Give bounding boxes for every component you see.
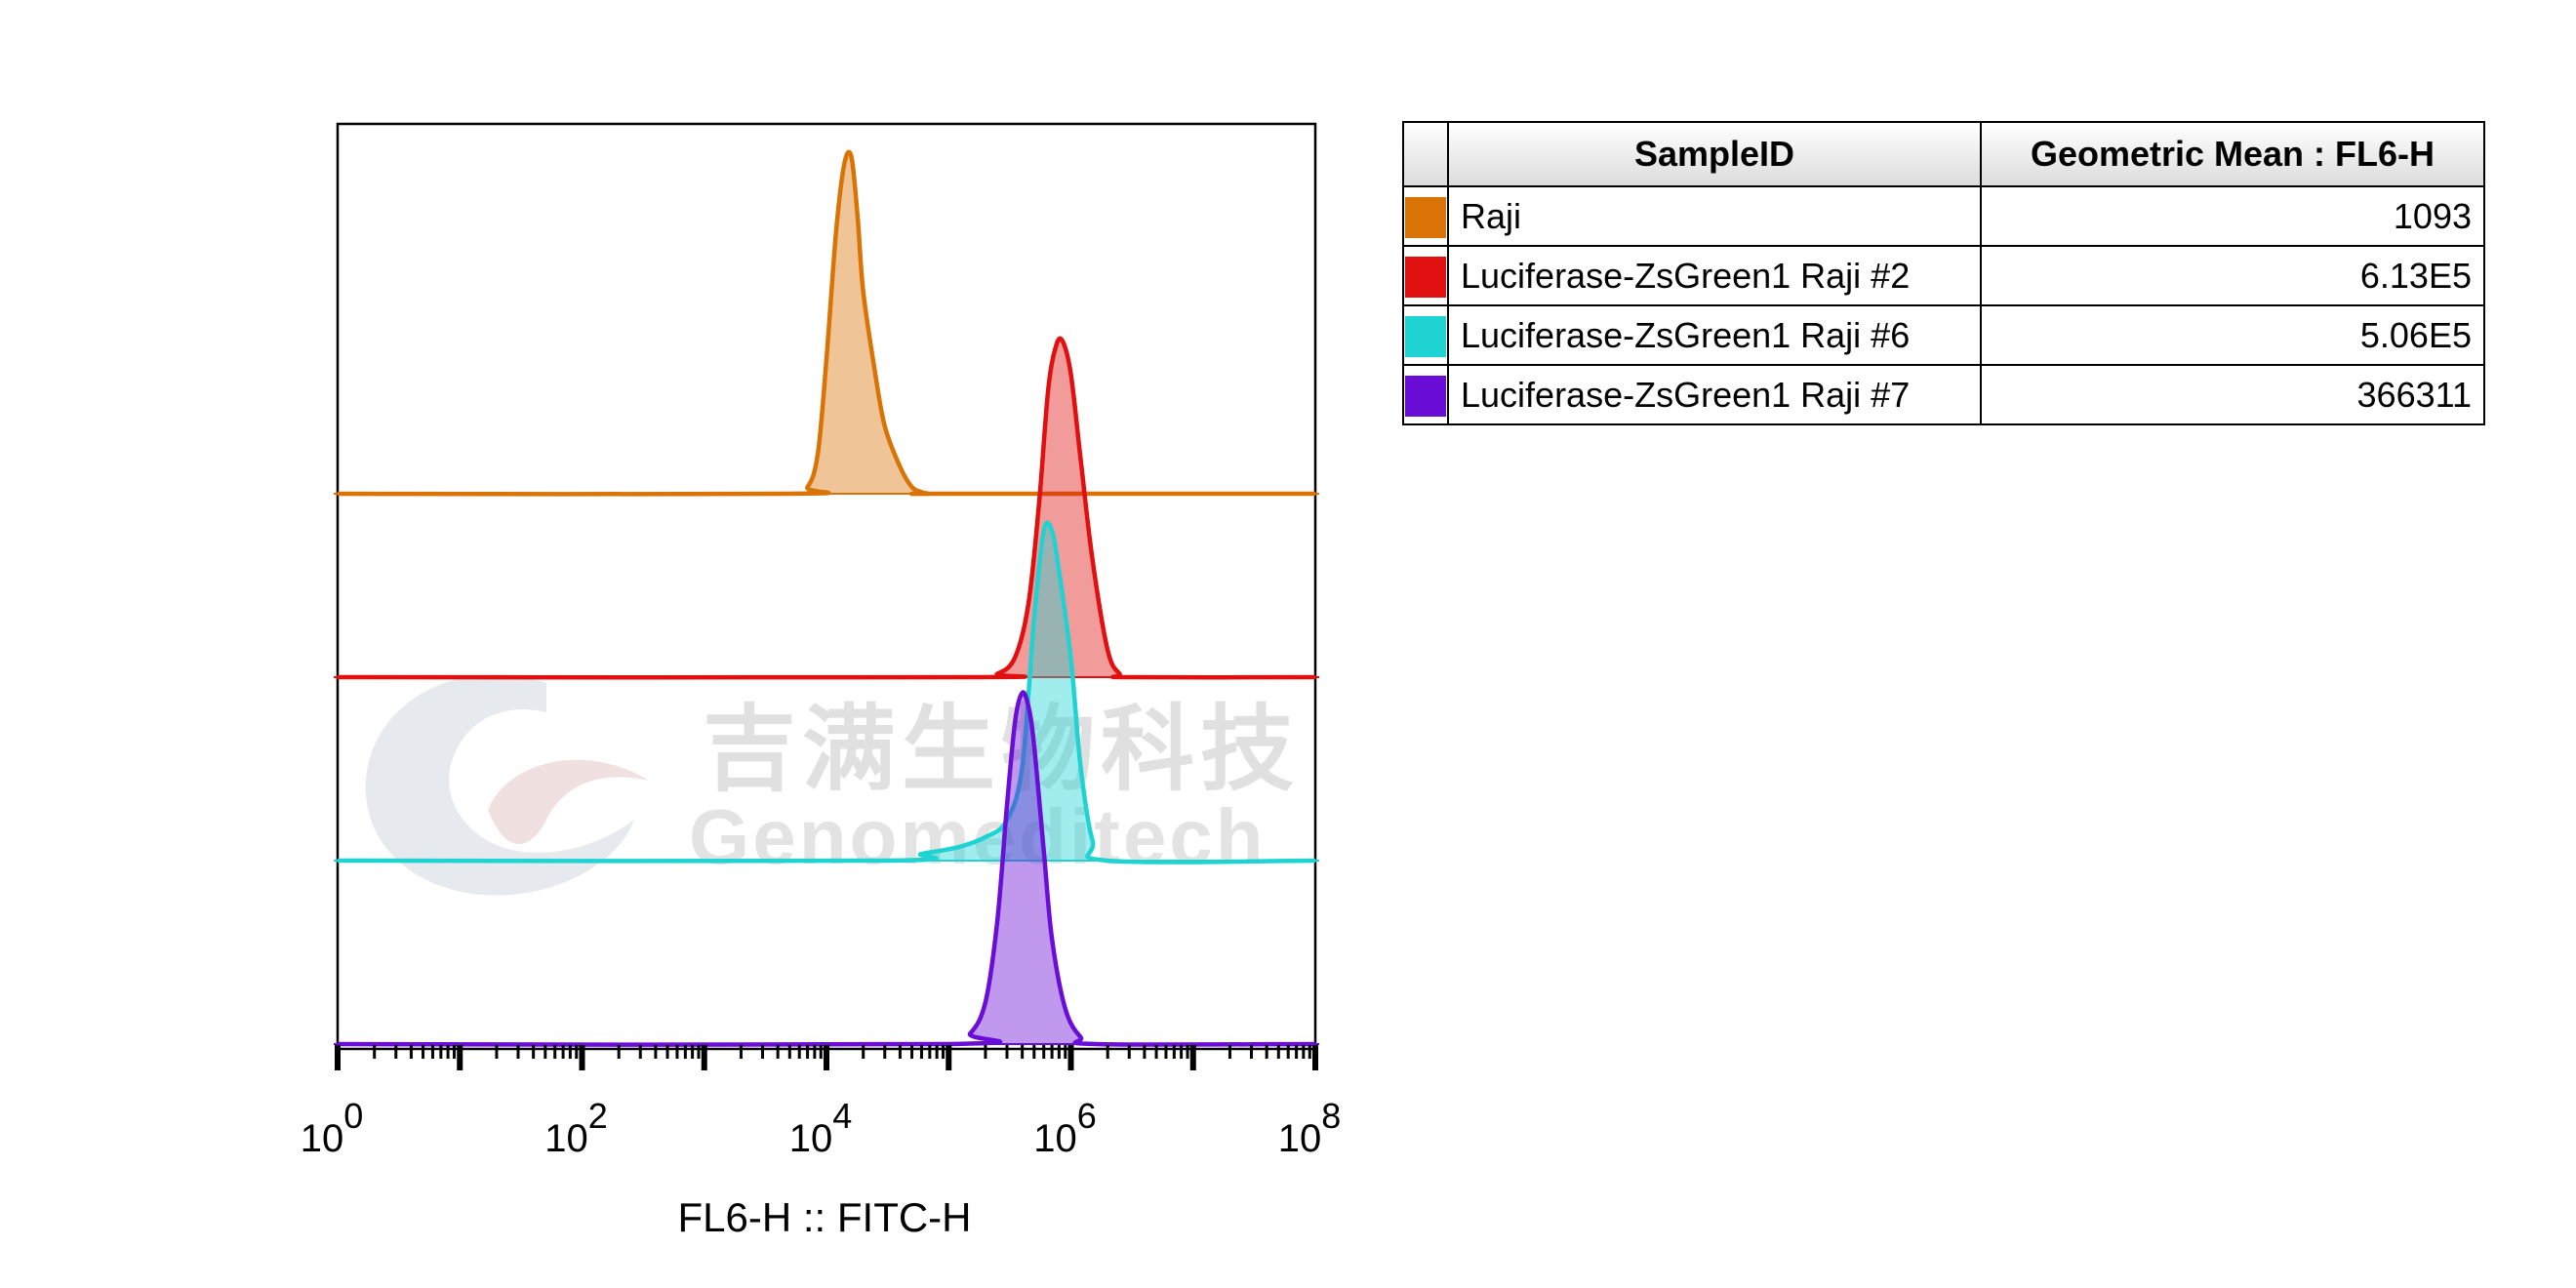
x-tick-label: 108 bbox=[1278, 1096, 1342, 1160]
table-header-row: SampleID Geometric Mean : FL6-H bbox=[1402, 121, 2485, 187]
sample-name: Luciferase-ZsGreen1 Raji #6 bbox=[1447, 304, 1982, 366]
table-row: Raji 1093 bbox=[1402, 185, 2485, 247]
histogram-line bbox=[337, 520, 1316, 865]
legend-swatch bbox=[1405, 196, 1446, 238]
x-axis-label: FL6-H :: FITC-H bbox=[678, 1194, 972, 1240]
sample-name: Luciferase-ZsGreen1 Raji #2 bbox=[1447, 245, 1982, 306]
histogram-line bbox=[337, 149, 1315, 497]
x-tick-label: 106 bbox=[1033, 1096, 1097, 1160]
geometric-mean-value: 1093 bbox=[1980, 185, 2485, 247]
legend-swatch bbox=[1405, 375, 1446, 417]
plot-frame bbox=[336, 122, 1317, 1051]
geometric-mean-value: 6.13E5 bbox=[1980, 245, 2485, 306]
sample-name: Luciferase-ZsGreen1 Raji #7 bbox=[1447, 364, 1982, 425]
histogram-line bbox=[337, 336, 1316, 680]
table-row: Luciferase-ZsGreen1 Raji #2 6.13E5 bbox=[1402, 245, 2485, 306]
x-axis-ticks bbox=[335, 1045, 1318, 1070]
watermark-logo bbox=[365, 674, 649, 896]
histogram-fill bbox=[338, 338, 1315, 678]
header-swatch-cell bbox=[1402, 121, 1449, 187]
legend-swatch bbox=[1405, 315, 1446, 357]
x-tick-label: 100 bbox=[301, 1096, 364, 1160]
header-geometric-mean: Geometric Mean : FL6-H bbox=[1980, 121, 2485, 187]
statistics-table: SampleID Geometric Mean : FL6-H Raji 109… bbox=[1402, 121, 2485, 425]
watermark-chinese: 吉满生物科技 bbox=[703, 695, 1300, 804]
legend-swatch bbox=[1405, 256, 1446, 298]
x-axis-tick-labels: 100 102 104 106 108 bbox=[301, 1096, 1342, 1160]
sample-name: Raji bbox=[1447, 185, 1982, 247]
header-sample-id: SampleID bbox=[1447, 121, 1982, 187]
geometric-mean-value: 5.06E5 bbox=[1980, 304, 2485, 366]
histogram-line bbox=[337, 690, 1316, 1048]
series-layer bbox=[334, 149, 1319, 1048]
x-tick-label: 102 bbox=[544, 1096, 608, 1160]
watermark-english: Genomeditech bbox=[689, 793, 1267, 880]
x-tick-label: 104 bbox=[789, 1096, 853, 1160]
histogram-fill bbox=[338, 522, 1315, 863]
histogram-fill bbox=[338, 151, 1315, 495]
table-row: Luciferase-ZsGreen1 Raji #6 5.06E5 bbox=[1402, 304, 2485, 366]
geometric-mean-value: 366311 bbox=[1980, 364, 2485, 425]
table-row: Luciferase-ZsGreen1 Raji #7 366311 bbox=[1402, 364, 2485, 425]
